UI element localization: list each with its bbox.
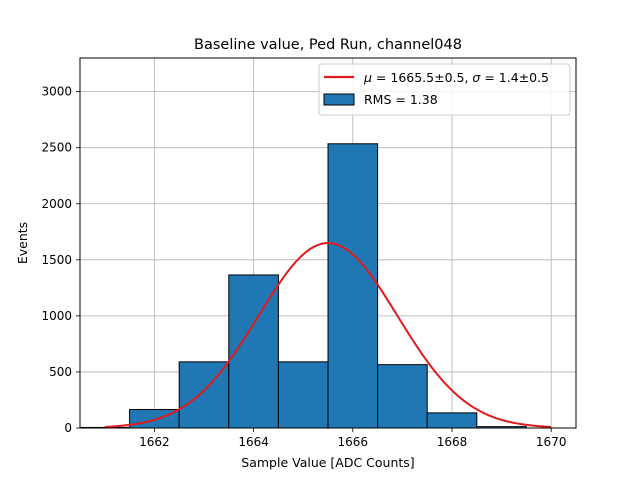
y-axis-label: Events bbox=[15, 222, 30, 264]
legend-histogram-label: RMS = 1.38 bbox=[364, 92, 438, 107]
y-tick-label: 3000 bbox=[41, 85, 72, 99]
gaussian-fit-curve bbox=[104, 241, 552, 428]
legend-mu-value: 1665.5±0.5 bbox=[390, 70, 464, 85]
histogram-bar bbox=[228, 274, 279, 429]
y-tick-label: 500 bbox=[49, 365, 72, 379]
x-tick-label: 1662 bbox=[139, 435, 170, 449]
x-tick-label: 1670 bbox=[536, 435, 567, 449]
y-tick-label: 1000 bbox=[41, 309, 72, 323]
legend-fit-label: μ = 1665.5±0.5, σ = 1.4±0.5 bbox=[363, 70, 549, 85]
legend-sigma-value: 1.4±0.5 bbox=[499, 70, 549, 85]
y-tick-label: 2000 bbox=[41, 197, 72, 211]
x-tick-label: 1668 bbox=[437, 435, 468, 449]
legend: μ = 1665.5±0.5, σ = 1.4±0.5 RMS = 1.38 bbox=[318, 63, 571, 116]
histogram-bar bbox=[377, 364, 428, 429]
y-tick-label: 1500 bbox=[41, 253, 72, 267]
chart-title: Baseline value, Ped Run, channel048 bbox=[194, 37, 462, 53]
y-tick-label: 0 bbox=[64, 421, 72, 435]
plot-frame bbox=[79, 57, 577, 429]
y-tick-label: 2500 bbox=[41, 141, 72, 155]
x-axis-label: Sample Value [ADC Counts] bbox=[241, 455, 414, 470]
histogram-bar bbox=[277, 361, 329, 429]
histogram-bar bbox=[426, 412, 478, 429]
legend-histogram-swatch bbox=[323, 93, 355, 106]
histogram-bar bbox=[327, 143, 379, 429]
x-tick-label: 1664 bbox=[238, 435, 269, 449]
x-tick-label: 1666 bbox=[338, 435, 369, 449]
legend-box bbox=[318, 63, 571, 116]
y-axis-ticks: 0 500 1000 1500 2000 2500 3000 bbox=[41, 85, 80, 435]
x-axis-ticks: 1662 1664 1666 1668 1670 bbox=[139, 428, 566, 449]
